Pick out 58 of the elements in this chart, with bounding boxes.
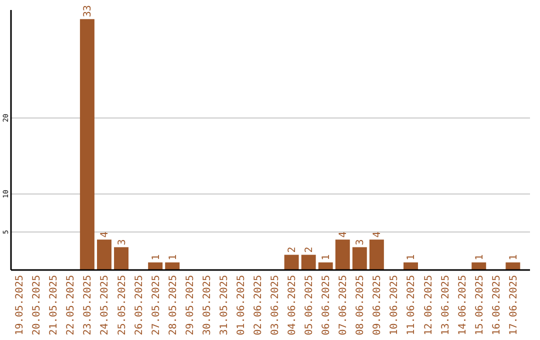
x-tick-label: 03.06.2025 xyxy=(270,275,282,336)
data-label: 3 xyxy=(116,239,128,246)
x-tick-label: 24.05.2025 xyxy=(100,275,111,336)
bar xyxy=(352,247,367,270)
bar xyxy=(96,240,112,270)
data-label: 4 xyxy=(372,232,384,238)
data-label: 33 xyxy=(82,5,94,18)
x-tick-label: 16.06.2025 xyxy=(491,275,502,336)
x-tick-label: 07.06.2025 xyxy=(338,275,350,336)
x-tick-label: 09.06.2025 xyxy=(372,275,384,336)
bar xyxy=(404,262,418,270)
data-label: 2 xyxy=(304,246,316,253)
data-label: 1 xyxy=(168,254,179,260)
bar xyxy=(369,240,384,270)
bar xyxy=(301,254,316,270)
x-tick-label: 31.05.2025 xyxy=(218,275,230,336)
x-tick-label: 10.06.2025 xyxy=(389,275,400,336)
x-tick-label: 21.05.2025 xyxy=(48,275,60,336)
x-tick-label: 01.06.2025 xyxy=(236,275,247,336)
bar xyxy=(472,262,486,270)
x-tick-label: 20.05.2025 xyxy=(32,275,43,336)
x-tick-label: 22.05.2025 xyxy=(66,275,77,336)
data-label: 4 xyxy=(100,232,111,238)
x-tick-label: 11.06.2025 xyxy=(406,275,418,336)
x-tick-label: 14.06.2025 xyxy=(457,275,468,336)
x-tick-label: 26.05.2025 xyxy=(134,275,145,336)
x-tick-label: 25.05.2025 xyxy=(116,275,128,336)
bar xyxy=(165,262,180,270)
bar xyxy=(318,262,333,270)
bar xyxy=(114,247,128,270)
bar xyxy=(506,262,520,270)
x-tick-label: 08.06.2025 xyxy=(355,275,366,336)
bar xyxy=(284,254,299,270)
x-tick-label: 17.06.2025 xyxy=(508,275,520,336)
x-tick-label: 27.05.2025 xyxy=(150,275,162,336)
x-tick-label: 15.06.2025 xyxy=(474,275,486,336)
x-tick-label: 12.06.2025 xyxy=(423,275,434,336)
x-tick-label: 19.05.2025 xyxy=(14,275,26,336)
x-tick-label: 29.05.2025 xyxy=(184,275,196,336)
x-tick-label: 28.05.2025 xyxy=(168,275,179,336)
data-label: 3 xyxy=(355,239,366,246)
x-tick-label: 06.06.2025 xyxy=(321,275,332,336)
data-label: 1 xyxy=(321,254,332,260)
x-tick-label: 02.06.2025 xyxy=(252,275,264,336)
x-tick-label: 05.06.2025 xyxy=(304,275,316,336)
bar xyxy=(80,19,94,270)
x-tick-label: 30.05.2025 xyxy=(202,275,213,336)
data-label: 2 xyxy=(287,246,298,253)
data-label: 1 xyxy=(508,254,520,260)
data-label: 1 xyxy=(150,254,162,260)
x-tick-label: 13.06.2025 xyxy=(440,275,452,336)
bar xyxy=(335,240,350,270)
x-tick-label: 23.05.2025 xyxy=(82,275,94,336)
bar xyxy=(148,262,163,270)
data-label: 1 xyxy=(474,254,486,260)
x-tick-label: 04.06.2025 xyxy=(287,275,298,336)
data-label: 4 xyxy=(338,232,350,238)
data-label: 1 xyxy=(406,254,418,260)
